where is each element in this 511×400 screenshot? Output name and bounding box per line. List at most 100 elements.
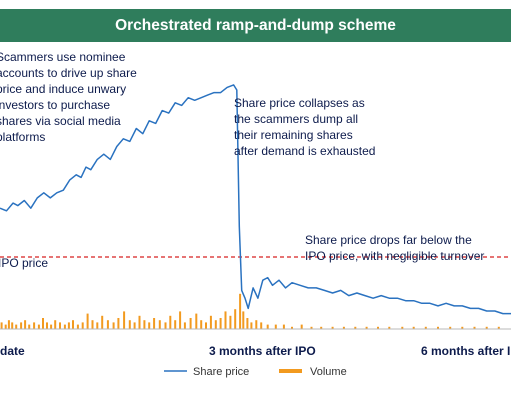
volume-bar [46, 322, 48, 329]
volume-bar [179, 311, 182, 329]
volume-bar [388, 326, 391, 329]
volume-bar [437, 326, 439, 329]
volume-bar [72, 320, 74, 329]
volume-bar [195, 313, 198, 329]
volume-bar [91, 320, 94, 329]
chart-title: Orchestrated ramp-and-dump scheme [115, 17, 396, 34]
legend-label-volume: Volume [310, 366, 347, 378]
volume-bar [331, 326, 334, 329]
annotation-ramp-line: Scammers use nominee [0, 50, 126, 64]
volume-bar [117, 318, 120, 329]
volume-bar [11, 322, 14, 329]
x-tick-label: 3 months after IPO [209, 344, 316, 358]
volume-bar [239, 293, 242, 329]
volume-bar [365, 326, 368, 329]
volume-bars [0, 293, 500, 329]
volume-bar [461, 326, 464, 329]
share-price-line [0, 84, 511, 315]
volume-bar [67, 322, 70, 329]
volume-bar [153, 318, 156, 329]
volume-bar [377, 326, 379, 329]
volume-bar [42, 318, 44, 329]
volume-bar [260, 322, 263, 329]
volume-bar [81, 322, 84, 329]
volume-bar [96, 322, 99, 329]
x-tick-label: date [0, 344, 25, 358]
volume-bar [209, 315, 212, 329]
volume-bar [148, 322, 151, 329]
volume-bar [205, 322, 207, 329]
volume-bar [76, 324, 79, 329]
annotation-collapse: Share price collapses as the scammers du… [234, 96, 375, 158]
volume-bar [266, 324, 269, 329]
volume-bar [7, 320, 10, 329]
volume-bar [138, 315, 141, 329]
volume-bar [214, 320, 217, 329]
x-tick-label: 6 months after IPO [421, 344, 511, 358]
ipo-price-label: IPO price [0, 256, 48, 270]
volume-bar [33, 322, 36, 329]
annotation-collapse-line: Share price collapses as [234, 96, 365, 110]
volume-bar [401, 326, 404, 329]
annotation-collapse-line: after demand is exhausted [234, 144, 375, 158]
volume-bar [255, 320, 258, 329]
volume-bar [242, 311, 245, 329]
annotation-ramp-line: investors to purchase [0, 98, 110, 112]
volume-bar [354, 326, 357, 329]
volume-bar [20, 322, 23, 329]
volume-bar [15, 324, 18, 329]
volume-bar [133, 322, 136, 329]
volume-bar [320, 326, 323, 329]
volume-bar [0, 322, 3, 329]
annotation-below-ipo-line: IPO price, with negligible turnover [305, 249, 484, 263]
volume-bar [54, 320, 57, 329]
annotation-ramp-line: shares via social media [0, 114, 121, 128]
volume-bar [412, 326, 415, 329]
volume-bar [143, 320, 146, 329]
volume-bar [485, 326, 488, 329]
volume-bar [224, 311, 227, 329]
volume-bar [234, 309, 237, 329]
annotation-ramp-line: accounts to drive up share [0, 66, 137, 80]
volume-bar [310, 326, 313, 329]
volume-bar [4, 324, 7, 329]
volume-bar [164, 322, 167, 329]
volume-bar [300, 324, 303, 329]
volume-bar [189, 318, 192, 329]
volume-bar [342, 326, 345, 329]
annotation-ramp: Scammers use nominee accounts to drive u… [0, 50, 137, 144]
volume-bar [158, 320, 161, 329]
volume-bar [63, 324, 66, 329]
volume-bar [200, 320, 203, 329]
volume-bar [28, 324, 31, 329]
annotation-collapse-line: their remaining shares [234, 128, 353, 142]
annotation-ramp-line: price and induce unwary [0, 82, 126, 96]
volume-bar [497, 326, 500, 329]
legend: Share price Volume [164, 366, 347, 378]
volume-bar [106, 320, 109, 329]
volume-bar [24, 320, 27, 329]
volume-bar [246, 318, 249, 329]
volume-bar [424, 326, 427, 329]
volume-bar [473, 326, 476, 329]
volume-bar [174, 320, 177, 329]
volume-bar [169, 315, 172, 329]
volume-bar [183, 322, 186, 329]
volume-bar [112, 322, 115, 329]
volume-bar [250, 322, 253, 329]
volume-bar [274, 324, 277, 329]
volume-bar [50, 324, 53, 329]
volume-bar [86, 313, 89, 329]
annotation-collapse-line: the scammers dump all [234, 112, 358, 126]
annotation-below-ipo: Share price drops far below the IPO pric… [305, 233, 484, 263]
title-bar: Orchestrated ramp-and-dump scheme [0, 9, 511, 42]
volume-bar [449, 326, 452, 329]
volume-bar [282, 324, 285, 329]
legend-label-share-price: Share price [193, 366, 249, 378]
volume-bar [128, 320, 131, 329]
volume-bar [37, 324, 40, 329]
annotation-below-ipo-line: Share price drops far below the [305, 233, 472, 247]
volume-bar [59, 322, 61, 329]
volume-bar [229, 315, 232, 329]
